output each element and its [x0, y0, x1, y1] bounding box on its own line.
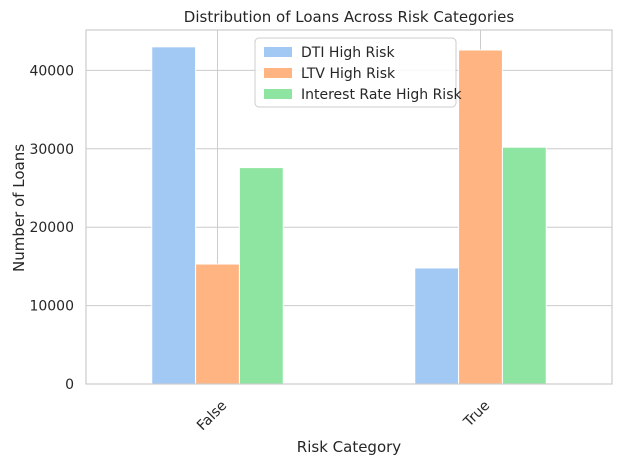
y-tick-label: 0 — [65, 377, 74, 393]
bar — [414, 267, 460, 385]
legend-label: DTI High Risk — [301, 45, 395, 61]
bar — [195, 263, 240, 385]
chart-title: Distribution of Loans Across Risk Catego… — [184, 8, 515, 26]
legend-label: LTV High Risk — [301, 66, 396, 82]
legend-swatch — [264, 68, 292, 78]
plot-frame — [85, 29, 613, 385]
y-tick-label: 10000 — [29, 299, 74, 315]
y-tick-label: 40000 — [29, 63, 74, 79]
x-axis-label: Risk Category — [297, 438, 402, 456]
y-tick-label: 30000 — [29, 142, 74, 158]
bar — [238, 167, 284, 385]
bar — [501, 146, 547, 385]
bar — [458, 49, 503, 385]
legend-swatch — [264, 89, 292, 99]
y-axis-label: Number of Loans — [10, 144, 28, 272]
legend-swatch — [264, 47, 292, 57]
legend-box — [254, 37, 457, 108]
bar — [151, 46, 197, 385]
y-tick-label: 20000 — [29, 220, 74, 236]
legend-label: Interest Rate High Risk — [301, 87, 462, 103]
